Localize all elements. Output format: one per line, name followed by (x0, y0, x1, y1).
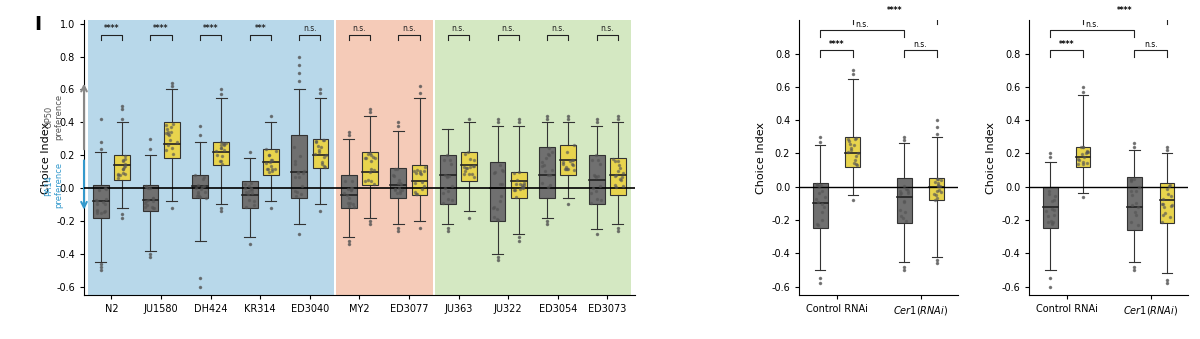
FancyBboxPatch shape (263, 148, 278, 175)
Text: ****: **** (103, 24, 119, 34)
Text: n.s.: n.s. (1144, 40, 1158, 48)
Text: PA14
preference: PA14 preference (44, 162, 64, 208)
Y-axis label: Choice Index: Choice Index (986, 122, 996, 194)
Text: OP50
preference: OP50 preference (44, 93, 64, 140)
FancyBboxPatch shape (341, 175, 356, 208)
Text: n.s.: n.s. (1086, 20, 1099, 29)
FancyBboxPatch shape (163, 122, 180, 158)
Text: ***: *** (254, 24, 266, 34)
FancyBboxPatch shape (490, 162, 505, 221)
FancyBboxPatch shape (1075, 147, 1091, 167)
Text: n.s.: n.s. (402, 24, 415, 34)
FancyBboxPatch shape (434, 20, 631, 295)
Text: n.s.: n.s. (551, 24, 564, 34)
FancyBboxPatch shape (292, 136, 307, 198)
FancyBboxPatch shape (94, 185, 109, 218)
FancyBboxPatch shape (560, 145, 576, 175)
FancyBboxPatch shape (896, 178, 912, 223)
FancyBboxPatch shape (812, 183, 828, 228)
FancyBboxPatch shape (241, 181, 258, 208)
Text: ****: **** (154, 24, 169, 34)
FancyBboxPatch shape (192, 175, 208, 198)
Text: n.s.: n.s. (451, 24, 466, 34)
Text: n.s.: n.s. (856, 20, 869, 29)
Text: n.s.: n.s. (304, 24, 317, 34)
FancyBboxPatch shape (336, 20, 433, 295)
FancyBboxPatch shape (589, 155, 605, 204)
Y-axis label: Choice Index: Choice Index (756, 122, 766, 194)
FancyBboxPatch shape (1159, 183, 1175, 223)
FancyBboxPatch shape (846, 137, 860, 167)
FancyBboxPatch shape (412, 165, 427, 195)
FancyBboxPatch shape (1127, 177, 1141, 230)
FancyBboxPatch shape (1043, 187, 1057, 228)
Text: n.s.: n.s. (353, 24, 366, 34)
Text: ****: **** (1058, 40, 1074, 48)
FancyBboxPatch shape (539, 147, 556, 198)
Text: n.s.: n.s. (502, 24, 515, 34)
Text: I: I (35, 15, 42, 34)
FancyBboxPatch shape (511, 172, 527, 198)
FancyBboxPatch shape (362, 152, 378, 185)
Text: n.s.: n.s. (600, 24, 614, 34)
FancyBboxPatch shape (143, 185, 158, 211)
FancyBboxPatch shape (214, 142, 229, 165)
FancyBboxPatch shape (610, 158, 625, 195)
FancyBboxPatch shape (461, 152, 478, 181)
Text: ****: **** (887, 6, 902, 15)
FancyBboxPatch shape (440, 155, 456, 204)
Text: n.s.: n.s. (913, 40, 928, 48)
FancyBboxPatch shape (114, 155, 130, 180)
FancyBboxPatch shape (312, 139, 329, 168)
Text: ****: **** (1117, 6, 1133, 15)
Y-axis label: Choice Index: Choice Index (41, 122, 50, 194)
Text: ****: **** (829, 40, 845, 48)
FancyBboxPatch shape (88, 20, 334, 295)
FancyBboxPatch shape (930, 178, 944, 200)
Text: ****: **** (203, 24, 218, 34)
FancyBboxPatch shape (390, 168, 407, 198)
